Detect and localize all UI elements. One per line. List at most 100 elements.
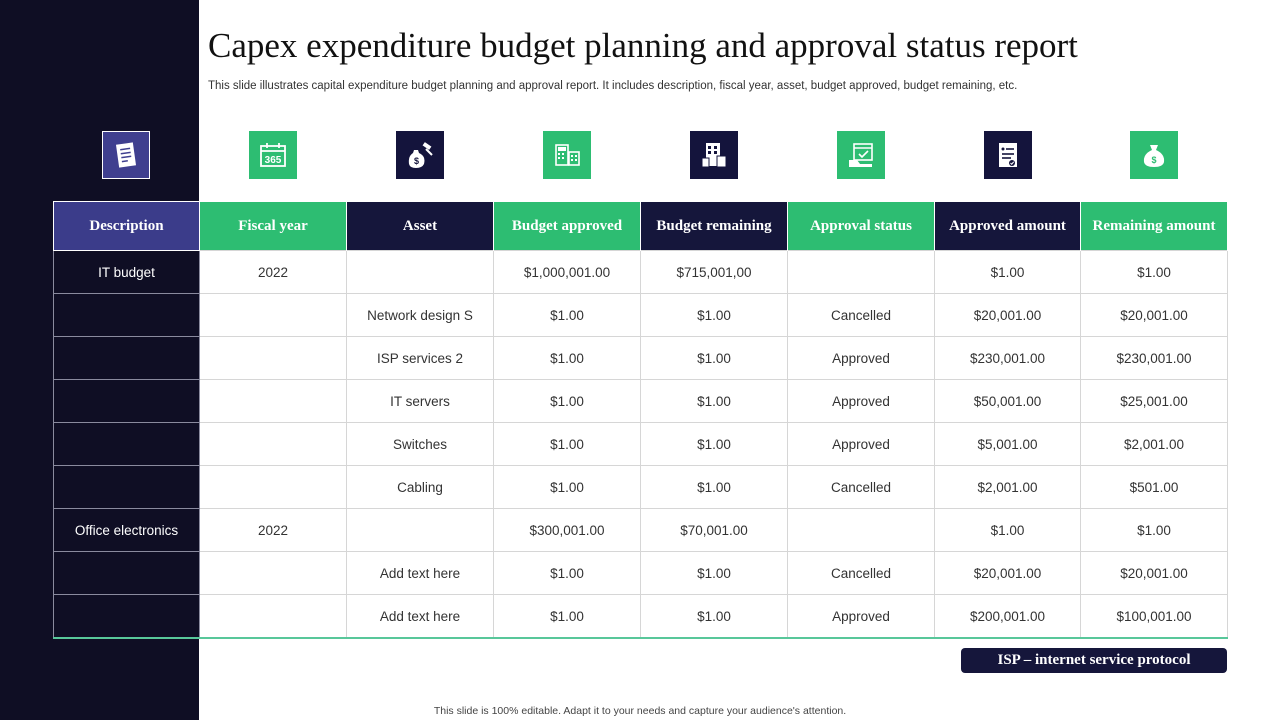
budget-table: Description Fiscal year Asset Budget app…	[53, 201, 1228, 639]
cell-fiscal-year	[199, 465, 347, 509]
cell-remaining-amount: $1.00	[1080, 250, 1228, 294]
cell-fiscal-year	[199, 594, 347, 639]
cell-budget-approved: $1.00	[493, 379, 641, 423]
cell-budget-approved: $1,000,001.00	[493, 250, 641, 294]
money-bag-gavel-icon: $	[396, 131, 444, 179]
table-row: ISP services 2 $1.00 $1.00 Approved $230…	[53, 336, 1228, 380]
money-bag-icon: $	[1130, 131, 1178, 179]
cell-approved-amount: $20,001.00	[934, 293, 1081, 337]
isp-definition-note: ISP – internet service protocol	[961, 648, 1227, 673]
cell-approval-status: Cancelled	[787, 293, 935, 337]
cell-fiscal-year: 2022	[199, 508, 347, 552]
cell-approval-status: Approved	[787, 379, 935, 423]
cell-approved-amount: $1.00	[934, 508, 1081, 552]
cell-asset: Cabling	[346, 465, 494, 509]
header-budget-remaining: Budget remaining	[640, 201, 788, 251]
cell-remaining-amount: $20,001.00	[1080, 293, 1228, 337]
approved-calendar-icon	[837, 131, 885, 179]
cell-description	[53, 422, 200, 466]
cell-budget-approved: $1.00	[493, 594, 641, 639]
header-asset: Asset	[346, 201, 494, 251]
cell-remaining-amount: $1.00	[1080, 508, 1228, 552]
cell-approval-status: Cancelled	[787, 551, 935, 595]
table-row: Network design S $1.00 $1.00 Cancelled $…	[53, 293, 1228, 337]
header-approval-status: Approval status	[787, 201, 935, 251]
cell-fiscal-year	[199, 422, 347, 466]
document-list-icon	[102, 131, 150, 179]
cell-description	[53, 551, 200, 595]
cell-budget-remaining: $1.00	[640, 336, 788, 380]
cell-approval-status: Approved	[787, 422, 935, 466]
office-building-icon	[690, 131, 738, 179]
checklist-icon	[984, 131, 1032, 179]
cell-approval-status: Cancelled	[787, 465, 935, 509]
svg-text:365: 365	[265, 155, 282, 166]
cell-remaining-amount: $100,001.00	[1080, 594, 1228, 639]
cell-budget-remaining: $1.00	[640, 594, 788, 639]
cell-budget-remaining: $1.00	[640, 551, 788, 595]
header-approved-amount: Approved amount	[934, 201, 1081, 251]
cell-budget-approved: $1.00	[493, 293, 641, 337]
calendar-365-icon: 365	[249, 131, 297, 179]
cell-budget-remaining: $1.00	[640, 293, 788, 337]
cell-fiscal-year	[199, 379, 347, 423]
cell-asset: ISP services 2	[346, 336, 494, 380]
cell-fiscal-year: 2022	[199, 250, 347, 294]
cell-fiscal-year	[199, 293, 347, 337]
cell-fiscal-year	[199, 336, 347, 380]
svg-text:$: $	[1151, 155, 1156, 165]
header-budget-approved: Budget approved	[493, 201, 641, 251]
header-fiscal-year: Fiscal year	[199, 201, 347, 251]
cell-approved-amount: $230,001.00	[934, 336, 1081, 380]
cell-description	[53, 594, 200, 639]
calculator-building-icon	[543, 131, 591, 179]
cell-description: Office electronics	[53, 508, 200, 552]
cell-description: IT budget	[53, 250, 200, 294]
cell-remaining-amount: $20,001.00	[1080, 551, 1228, 595]
cell-budget-remaining: $1.00	[640, 422, 788, 466]
svg-text:$: $	[414, 156, 419, 166]
table-row: Cabling $1.00 $1.00 Cancelled $2,001.00 …	[53, 465, 1228, 509]
cell-budget-approved: $300,001.00	[493, 508, 641, 552]
cell-remaining-amount: $230,001.00	[1080, 336, 1228, 380]
cell-asset: Switches	[346, 422, 494, 466]
cell-approval-status: Approved	[787, 594, 935, 639]
cell-asset	[346, 508, 494, 552]
cell-asset: IT servers	[346, 379, 494, 423]
cell-budget-approved: $1.00	[493, 465, 641, 509]
cell-description	[53, 465, 200, 509]
cell-fiscal-year	[199, 551, 347, 595]
cell-remaining-amount: $501.00	[1080, 465, 1228, 509]
table-header-row: Description Fiscal year Asset Budget app…	[53, 201, 1228, 251]
cell-approval-status	[787, 250, 935, 294]
cell-approved-amount: $20,001.00	[934, 551, 1081, 595]
cell-asset: Add text here	[346, 551, 494, 595]
cell-approved-amount: $50,001.00	[934, 379, 1081, 423]
cell-remaining-amount: $2,001.00	[1080, 422, 1228, 466]
cell-approval-status: Approved	[787, 336, 935, 380]
cell-asset: Network design S	[346, 293, 494, 337]
cell-budget-approved: $1.00	[493, 336, 641, 380]
cell-budget-remaining: $715,001,00	[640, 250, 788, 294]
cell-asset	[346, 250, 494, 294]
table-row: IT budget 2022 $1,000,001.00 $715,001,00…	[53, 250, 1228, 294]
table-row: IT servers $1.00 $1.00 Approved $50,001.…	[53, 379, 1228, 423]
table-row: Add text here $1.00 $1.00 Cancelled $20,…	[53, 551, 1228, 595]
cell-approved-amount: $200,001.00	[934, 594, 1081, 639]
cell-budget-remaining: $1.00	[640, 465, 788, 509]
cell-budget-remaining: $70,001.00	[640, 508, 788, 552]
cell-asset: Add text here	[346, 594, 494, 639]
cell-budget-approved: $1.00	[493, 551, 641, 595]
page-subtitle: This slide illustrates capital expenditu…	[208, 80, 1018, 92]
header-remaining-amount: Remaining amount	[1080, 201, 1228, 251]
table-row: Office electronics 2022 $300,001.00 $70,…	[53, 508, 1228, 552]
cell-approved-amount: $1.00	[934, 250, 1081, 294]
cell-description	[53, 293, 200, 337]
cell-description	[53, 379, 200, 423]
cell-approved-amount: $2,001.00	[934, 465, 1081, 509]
cell-description	[53, 336, 200, 380]
table-row: Add text here $1.00 $1.00 Approved $200,…	[53, 594, 1228, 639]
footer-text: This slide is 100% editable. Adapt it to…	[433, 705, 847, 717]
cell-budget-approved: $1.00	[493, 422, 641, 466]
table-row: Switches $1.00 $1.00 Approved $5,001.00 …	[53, 422, 1228, 466]
